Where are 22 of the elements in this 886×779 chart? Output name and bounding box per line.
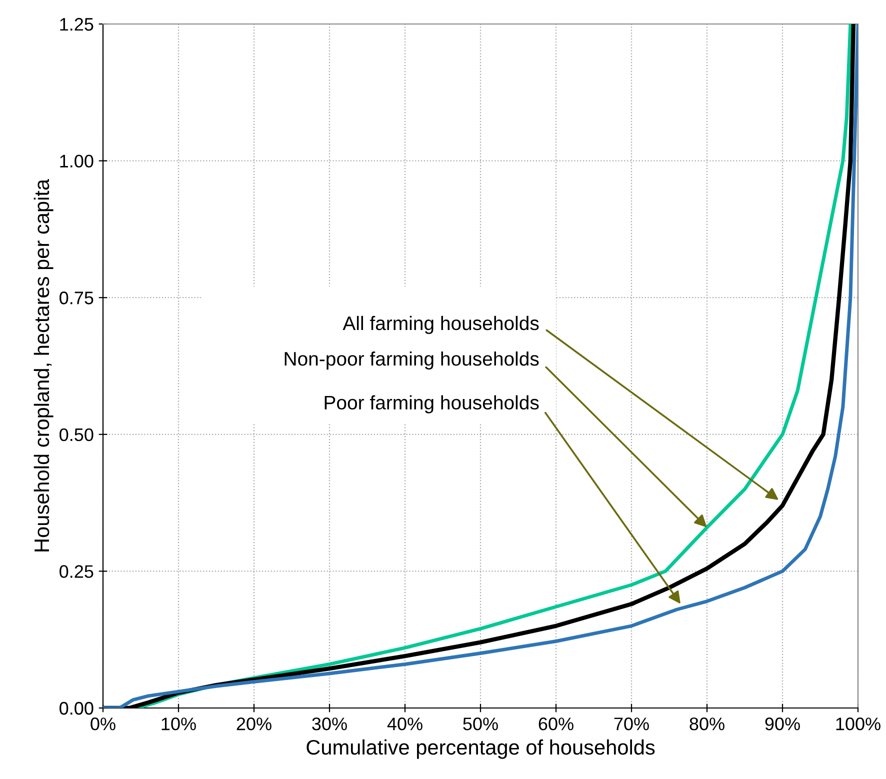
x-axis-title: Cumulative percentage of households [306,739,655,759]
x-tick-label: 80% [690,718,724,730]
y-tick-label: 1.00 [60,154,94,168]
annotation: All farming households [342,316,539,334]
x-tick-label: 40% [387,718,422,730]
x-tick-label: 60% [538,718,574,730]
x-tick-label: 30% [312,718,347,730]
x-tick-label: 100% [836,718,880,730]
x-tick-label: 50% [463,718,498,730]
x-tick-label: 90% [765,718,800,730]
x-tick-label: 10% [162,718,196,730]
annotation: Non-poor farming households [284,351,539,370]
y-tick-label: 0.75 [60,292,94,304]
y-axis-title: Household cropland, hectares per capita [34,178,54,552]
x-tick-label: 20% [236,718,272,730]
y-tick-label: 0.50 [60,428,94,442]
y-tick-label: 1.25 [60,18,94,31]
x-tick-label: 0% [90,718,116,730]
y-tick-label: 0.00 [60,702,94,715]
x-tick-label: 70% [614,718,649,730]
y-tick-label: 0.25 [60,565,94,578]
annotation: Poor farming households [324,395,539,414]
